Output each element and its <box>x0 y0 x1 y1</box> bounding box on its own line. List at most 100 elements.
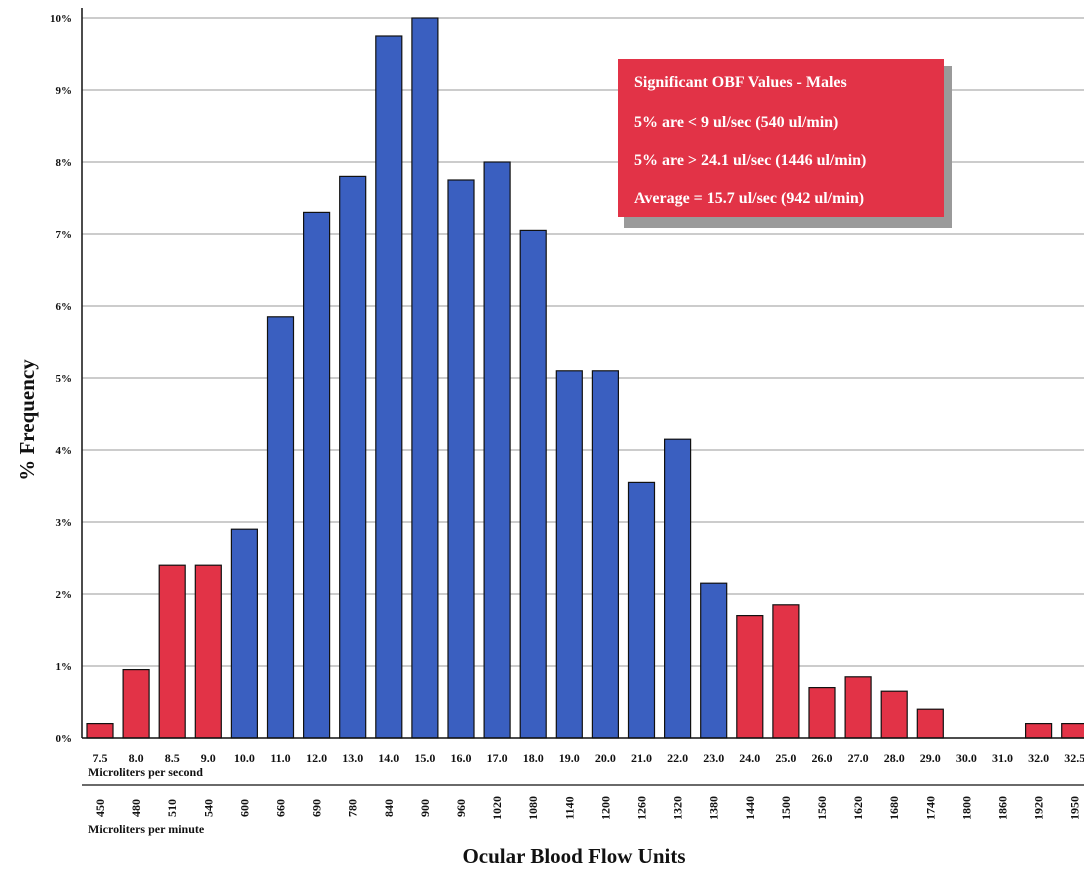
bar <box>519 229 547 739</box>
bar <box>844 676 872 739</box>
y-tick-labels: 0% 1% 2% 3% 4% 5% 6% 7% 8% 9% 10% <box>50 13 72 745</box>
x-tick-label-per-minute: 690 <box>310 799 324 817</box>
annotation-line-3: 5% are > 24.1 ul/sec (1446 ul/min) <box>634 152 866 169</box>
x-tick-label-per-minute: 600 <box>237 799 251 817</box>
x-tick-label: 13.0 <box>342 751 363 765</box>
x-axis-title: Ocular Blood Flow Units <box>462 844 685 868</box>
x-tick-label: 26.0 <box>812 751 833 765</box>
x-tick-label-per-minute: 1260 <box>635 796 649 820</box>
bar <box>86 722 114 739</box>
x-tick-label-per-minute: 1200 <box>598 796 612 820</box>
x-tick-label-per-minute: 1800 <box>959 796 973 820</box>
x-tick-label-per-minute: 1020 <box>490 796 504 820</box>
x-tick-label: 32.0 <box>1028 751 1049 765</box>
annotation-line-4: Average = 15.7 ul/sec (942 ul/min) <box>634 190 864 207</box>
bar <box>411 17 439 739</box>
x-tick-label-per-minute: 1860 <box>996 796 1010 820</box>
x-tick-label-per-minute: 450 <box>93 799 107 817</box>
x-tick-label: 7.5 <box>93 751 108 765</box>
x-tick-label: 8.0 <box>129 751 144 765</box>
bar <box>663 438 692 739</box>
x-tick-label-per-minute: 1140 <box>562 796 576 819</box>
x-tick-label: 23.0 <box>703 751 724 765</box>
y-tick-label: 8% <box>56 157 73 169</box>
x-tick-label: 19.0 <box>559 751 580 765</box>
bar <box>122 668 150 739</box>
bar <box>591 370 620 739</box>
x-tick-label-per-minute: 1080 <box>526 796 540 820</box>
x-tick-label: 30.0 <box>956 751 977 765</box>
x-tick-label: 24.0 <box>739 751 760 765</box>
annotation-line-2: 5% are < 9 ul/sec (540 ul/min) <box>634 114 838 131</box>
x-tick-label: 8.5 <box>165 751 180 765</box>
x-tick-label: 9.0 <box>201 751 216 765</box>
x-tick-label-per-minute: 1500 <box>779 796 793 820</box>
x-tick-label-per-minute: 840 <box>382 799 396 817</box>
x-tick-label-per-minute: 1920 <box>1032 796 1046 820</box>
x-tick-label: 21.0 <box>631 751 652 765</box>
bar <box>483 161 511 739</box>
x-tick-label: 28.0 <box>884 751 905 765</box>
x-tick-label: 12.0 <box>306 751 327 765</box>
x-tick-label: 32.5 <box>1064 751 1084 765</box>
bar <box>375 35 403 739</box>
bar <box>447 179 475 739</box>
y-tick-label: 6% <box>56 301 73 313</box>
bar <box>303 211 331 739</box>
y-tick-label: 2% <box>56 589 73 601</box>
x-tick-label-per-minute: 1560 <box>815 796 829 820</box>
annotation-box: Significant OBF Values - Males 5% are < … <box>618 59 952 228</box>
x-tick-label: 10.0 <box>234 751 255 765</box>
y-tick-label: 7% <box>56 229 73 241</box>
x-units-per-second-label: Microliters per second <box>88 765 203 779</box>
x-tick-label-per-minute: 510 <box>165 799 179 817</box>
y-tick-label: 1% <box>56 661 73 673</box>
y-tick-label: 5% <box>56 373 73 385</box>
bar <box>880 690 908 739</box>
bar <box>339 175 367 739</box>
y-tick-label: 3% <box>56 517 73 529</box>
bar <box>916 708 944 739</box>
y-axis-title: % Frequency <box>15 359 39 481</box>
x-tick-label: 14.0 <box>378 751 399 765</box>
bar <box>555 370 583 739</box>
y-tick-label: 4% <box>56 445 73 457</box>
bar <box>627 481 656 739</box>
x-tick-label: 16.0 <box>451 751 472 765</box>
x-tick-label: 27.0 <box>848 751 869 765</box>
x-tick-label-per-minute: 1680 <box>887 796 901 820</box>
x-tick-label-per-minute: 960 <box>454 799 468 817</box>
x-tick-label-per-minute: 480 <box>129 799 143 817</box>
x-tick-labels-per-second: 7.5 8.0 8.5 9.0 10.0 11.0 12.0 13.0 14.0 15.0 16.0… <box>93 751 1084 765</box>
x-tick-label-per-minute: 900 <box>418 799 432 817</box>
x-tick-label: 20.0 <box>595 751 616 765</box>
bars <box>86 17 1084 739</box>
y-tick-label: 0% <box>56 733 73 745</box>
annotation-line-1: Significant OBF Values - Males <box>634 74 847 91</box>
x-tick-label: 31.0 <box>992 751 1013 765</box>
bar <box>1024 722 1053 739</box>
x-tick-label: 22.0 <box>667 751 688 765</box>
x-tick-label-per-minute: 1380 <box>707 796 721 820</box>
x-tick-label-per-minute: 1320 <box>671 796 685 820</box>
x-tick-label: 17.0 <box>487 751 508 765</box>
bar <box>1061 722 1084 739</box>
x-tick-label-per-minute: 1950 <box>1068 796 1082 820</box>
x-tick-label: 11.0 <box>270 751 290 765</box>
bar <box>700 582 728 739</box>
annotation-background <box>618 59 944 217</box>
bar <box>266 316 295 739</box>
x-tick-labels-per-minute: 450 480 510 540 600 660 690 780 840 900 960 1020 108… <box>93 796 1082 820</box>
x-tick-label: 25.0 <box>775 751 796 765</box>
x-units-per-minute-label: Microliters per minute <box>88 822 205 836</box>
x-tick-label: 18.0 <box>523 751 544 765</box>
x-tick-label-per-minute: 1620 <box>851 796 865 820</box>
bar <box>230 528 258 739</box>
bar <box>736 614 764 739</box>
bar <box>772 604 800 739</box>
x-tick-label-per-minute: 1740 <box>923 796 937 820</box>
x-tick-label-per-minute: 780 <box>346 799 360 817</box>
x-tick-label-per-minute: 660 <box>274 799 288 817</box>
bar <box>158 564 186 739</box>
